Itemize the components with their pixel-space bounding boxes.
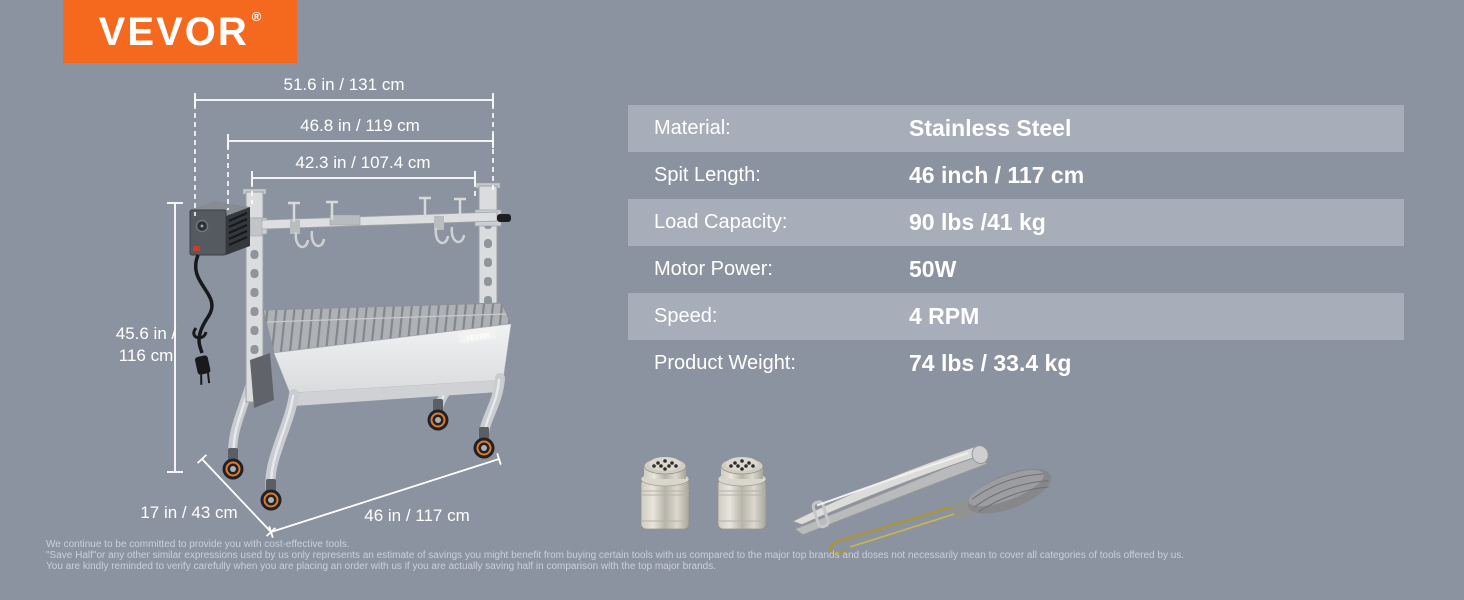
spec-label: Spit Length: xyxy=(654,164,761,186)
dimension-depth: 17 in / 43 cm xyxy=(140,503,237,522)
spec-value: 90 lbs /41 kg xyxy=(909,209,1046,235)
disclaimer: We continue to be committed to provide y… xyxy=(46,539,1426,572)
power-cord xyxy=(192,254,214,385)
dimension-lines: 51.6 in / 131 cm 46.8 in / 119 cm 42.3 i… xyxy=(116,75,502,538)
spec-label: Material: xyxy=(654,117,731,139)
grill-body: VEVOR xyxy=(250,302,512,408)
rotisserie-grill-drawing: VEVOR xyxy=(189,182,512,512)
disclaimer-line-2: "Save Half"or any other similar expressi… xyxy=(46,550,1185,561)
spec-row-motor-power: Motor Power: 50W xyxy=(628,246,1404,293)
spec-value: 46 inch / 117 cm xyxy=(909,162,1085,188)
dimension-height-line1: 45.6 in / xyxy=(116,324,177,343)
spec-label: Speed: xyxy=(654,305,718,327)
registered-trademark-symbol: ® xyxy=(251,9,262,24)
spec-row-material: Material: Stainless Steel xyxy=(628,105,1404,152)
spec-table: Material: Stainless Steel Spit Length: 4… xyxy=(628,105,1404,387)
dimension-inner-width: 42.3 in / 107.4 cm xyxy=(295,153,430,172)
rotisserie-motor xyxy=(189,201,263,385)
spec-row-speed: Speed: 4 RPM xyxy=(628,293,1404,340)
spice-shaker-left xyxy=(640,456,690,530)
spec-label: Product Weight: xyxy=(654,352,796,374)
vevor-wordmark: VEVOR xyxy=(98,9,249,54)
left-post xyxy=(242,188,267,403)
cleaning-brush-image xyxy=(829,468,1052,555)
spec-value: 4 RPM xyxy=(909,303,980,329)
spec-row-product-weight: Product Weight: 74 lbs / 33.4 kg xyxy=(628,340,1404,387)
body-logo-sticker: VEVOR xyxy=(458,328,497,344)
body-logo-text: VEVOR xyxy=(465,333,490,343)
motor-vents xyxy=(228,211,248,247)
dimension-length: 46 in / 117 cm xyxy=(364,506,470,525)
spec-value: Stainless Steel xyxy=(909,115,1072,141)
spec-row-load-capacity: Load Capacity: 90 lbs /41 kg xyxy=(628,199,1404,246)
disclaimer-line-1: We continue to be committed to provide y… xyxy=(46,539,350,550)
meat-forks xyxy=(294,226,466,249)
spec-row-spit-length: Spit Length: 46 inch / 117 cm xyxy=(628,152,1404,199)
dimension-mid-width: 46.8 in / 119 cm xyxy=(300,116,420,135)
spit-handle-tip xyxy=(497,214,511,222)
dimension-total-width: 51.6 in / 131 cm xyxy=(284,75,405,94)
included-accessories-image xyxy=(640,445,1052,555)
spec-label: Motor Power: xyxy=(654,258,773,280)
brand-logo: VEVOR ® xyxy=(63,0,297,63)
spit-pins xyxy=(288,196,466,222)
dimension-height-line2: 116 cm xyxy=(119,346,174,365)
spec-value: 74 lbs / 33.4 kg xyxy=(909,350,1072,376)
spec-label: Load Capacity: xyxy=(654,211,788,233)
spec-value: 50W xyxy=(909,256,957,282)
spice-shaker-right xyxy=(717,456,767,530)
disclaimer-line-3: You are kindly reminded to verify carefu… xyxy=(46,561,716,572)
grill-tongs-image xyxy=(791,445,989,536)
product-dimension-diagram: VEVOR xyxy=(116,75,512,538)
